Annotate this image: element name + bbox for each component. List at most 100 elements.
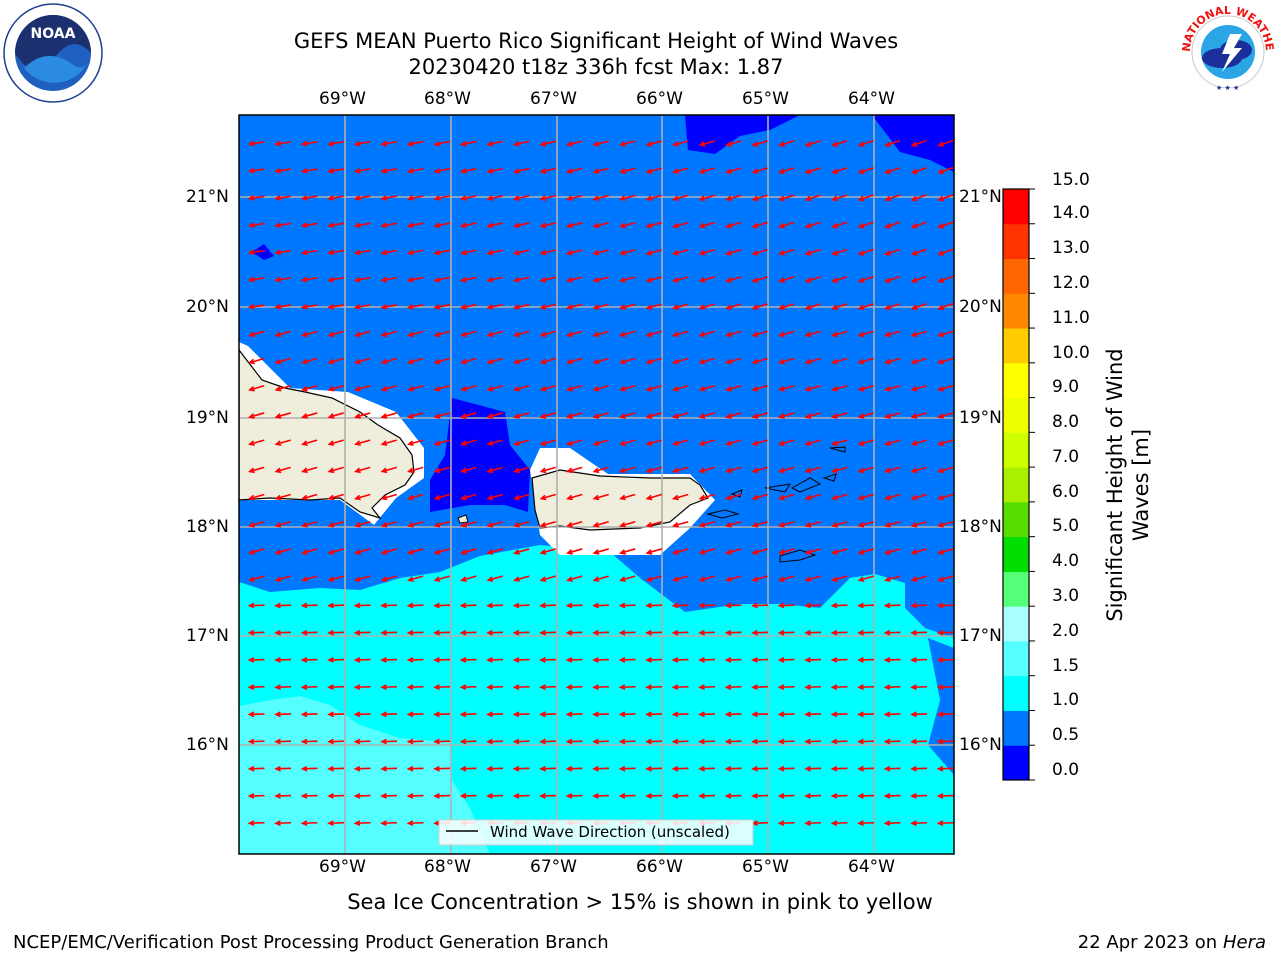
wave-arrow-head: [459, 684, 467, 691]
wave-arrow: [620, 466, 636, 473]
wave-arrow: [700, 575, 715, 582]
wave-arrow: [594, 466, 609, 473]
wave-arrow: [885, 194, 901, 201]
wave-arrow-head: [671, 195, 679, 202]
wave-arrow: [700, 303, 715, 310]
wave-arrow-head: [513, 521, 520, 528]
wave-arrow-head: [698, 494, 706, 501]
wave-arrow-head: [725, 413, 732, 419]
lon-label-bottom: 69°W: [319, 857, 366, 877]
wave-arrow: [381, 821, 398, 825]
wave-arrow: [911, 631, 928, 634]
svg-text:★ ★ ★: ★ ★ ★: [1216, 84, 1239, 92]
wave-arrow: [620, 631, 636, 634]
wave-arrow: [435, 412, 450, 418]
wave-arrow: [567, 140, 583, 146]
wave-arrow-head: [857, 684, 864, 691]
wave-arrow-head: [300, 195, 308, 201]
wave-arrow: [541, 466, 556, 473]
wave-arrow-head: [592, 602, 599, 609]
wave-arrow-head: [486, 168, 494, 174]
wave-arrow: [832, 221, 848, 228]
wave-arrow: [779, 248, 795, 255]
wave-arrow: [488, 384, 503, 391]
wave-arrow: [779, 167, 795, 174]
wave-arrow-head: [751, 413, 759, 419]
wave-arrow-head: [433, 358, 441, 365]
wave-arrow-head: [884, 277, 891, 283]
wave-arrow: [249, 604, 265, 607]
wave-arrow-head: [619, 413, 626, 419]
wave-arrow: [700, 466, 715, 473]
wave-arrow-head: [327, 629, 334, 636]
wave-arrow-head: [804, 521, 812, 528]
wave-arrow-head: [301, 331, 308, 338]
colorbar-tick: 11.0: [1052, 308, 1090, 328]
wave-arrow: [753, 412, 768, 418]
map-panel: Wind Wave Direction (unscaled): [238, 114, 955, 855]
wave-arrow-head: [274, 249, 282, 256]
wave-arrow: [805, 794, 822, 797]
wave-arrow: [461, 685, 477, 689]
wave-arrow-head: [460, 331, 467, 338]
wave-arrow: [302, 330, 318, 337]
wave-arrow: [594, 439, 609, 446]
wave-arrow: [488, 575, 503, 582]
wave-arrow-head: [884, 168, 891, 175]
wave-arrow-head: [327, 657, 334, 663]
wave-arrow-head: [539, 549, 547, 555]
ocean-1.5-2.0: [239, 696, 490, 854]
wave-arrow: [328, 168, 345, 173]
wave-arrow-head: [778, 576, 785, 582]
wave-arrow-head: [857, 141, 865, 147]
wave-arrow-head: [354, 494, 361, 501]
wave-arrow: [461, 575, 477, 582]
wave-arrow-head: [777, 711, 785, 718]
wave-arrow: [726, 194, 742, 201]
wave-arrow-head: [645, 549, 653, 555]
wave-arrow: [885, 740, 901, 743]
wave-arrow: [408, 384, 424, 391]
wave-arrow: [938, 575, 954, 582]
wave-arrow: [620, 194, 636, 201]
wave-arrow-head: [300, 657, 308, 663]
wave-arrow: [514, 466, 530, 473]
wave-arrow-head: [327, 385, 335, 392]
lon-label-bottom: 66°W: [636, 857, 683, 877]
wave-arrow-head: [353, 249, 361, 256]
wave-arrow-head: [778, 195, 785, 202]
wave-arrow-head: [592, 168, 600, 174]
wave-arrow-head: [433, 276, 441, 283]
wave-arrow: [594, 520, 609, 527]
wave-arrow-head: [592, 467, 600, 474]
wave-arrow-head: [618, 602, 626, 609]
wave-arrow-head: [460, 521, 467, 528]
wave-arrow-head: [592, 222, 600, 229]
wave-arrow-head: [725, 576, 732, 582]
wave-arrow: [699, 794, 716, 797]
wave-arrow: [779, 767, 795, 770]
wave-arrow: [752, 794, 769, 797]
wave-arrow: [806, 493, 821, 500]
wave-arrow-head: [857, 629, 864, 636]
wave-arrow-head: [380, 358, 388, 365]
wave-arrow: [938, 330, 954, 337]
wave-arrow-head: [937, 277, 944, 283]
wave-arrow: [832, 493, 848, 500]
wave-arrow-head: [247, 249, 255, 256]
wave-arrow: [726, 276, 742, 282]
wave-arrow-head: [937, 576, 944, 582]
wave-arrow: [328, 195, 345, 200]
wave-arrow: [328, 685, 345, 689]
wave-arrow: [408, 520, 424, 527]
wave-arrow-head: [566, 576, 573, 582]
wave-arrow: [408, 276, 424, 282]
lat-label-left: 18°N: [186, 517, 229, 537]
wave-arrow-head: [777, 629, 785, 636]
wave-arrow: [806, 303, 821, 310]
wave-arrow-head: [380, 140, 388, 147]
wave-arrow-head: [857, 657, 864, 663]
wave-arrow-head: [804, 304, 812, 310]
wave-arrow-head: [459, 304, 467, 310]
wave-arrow: [832, 767, 848, 770]
